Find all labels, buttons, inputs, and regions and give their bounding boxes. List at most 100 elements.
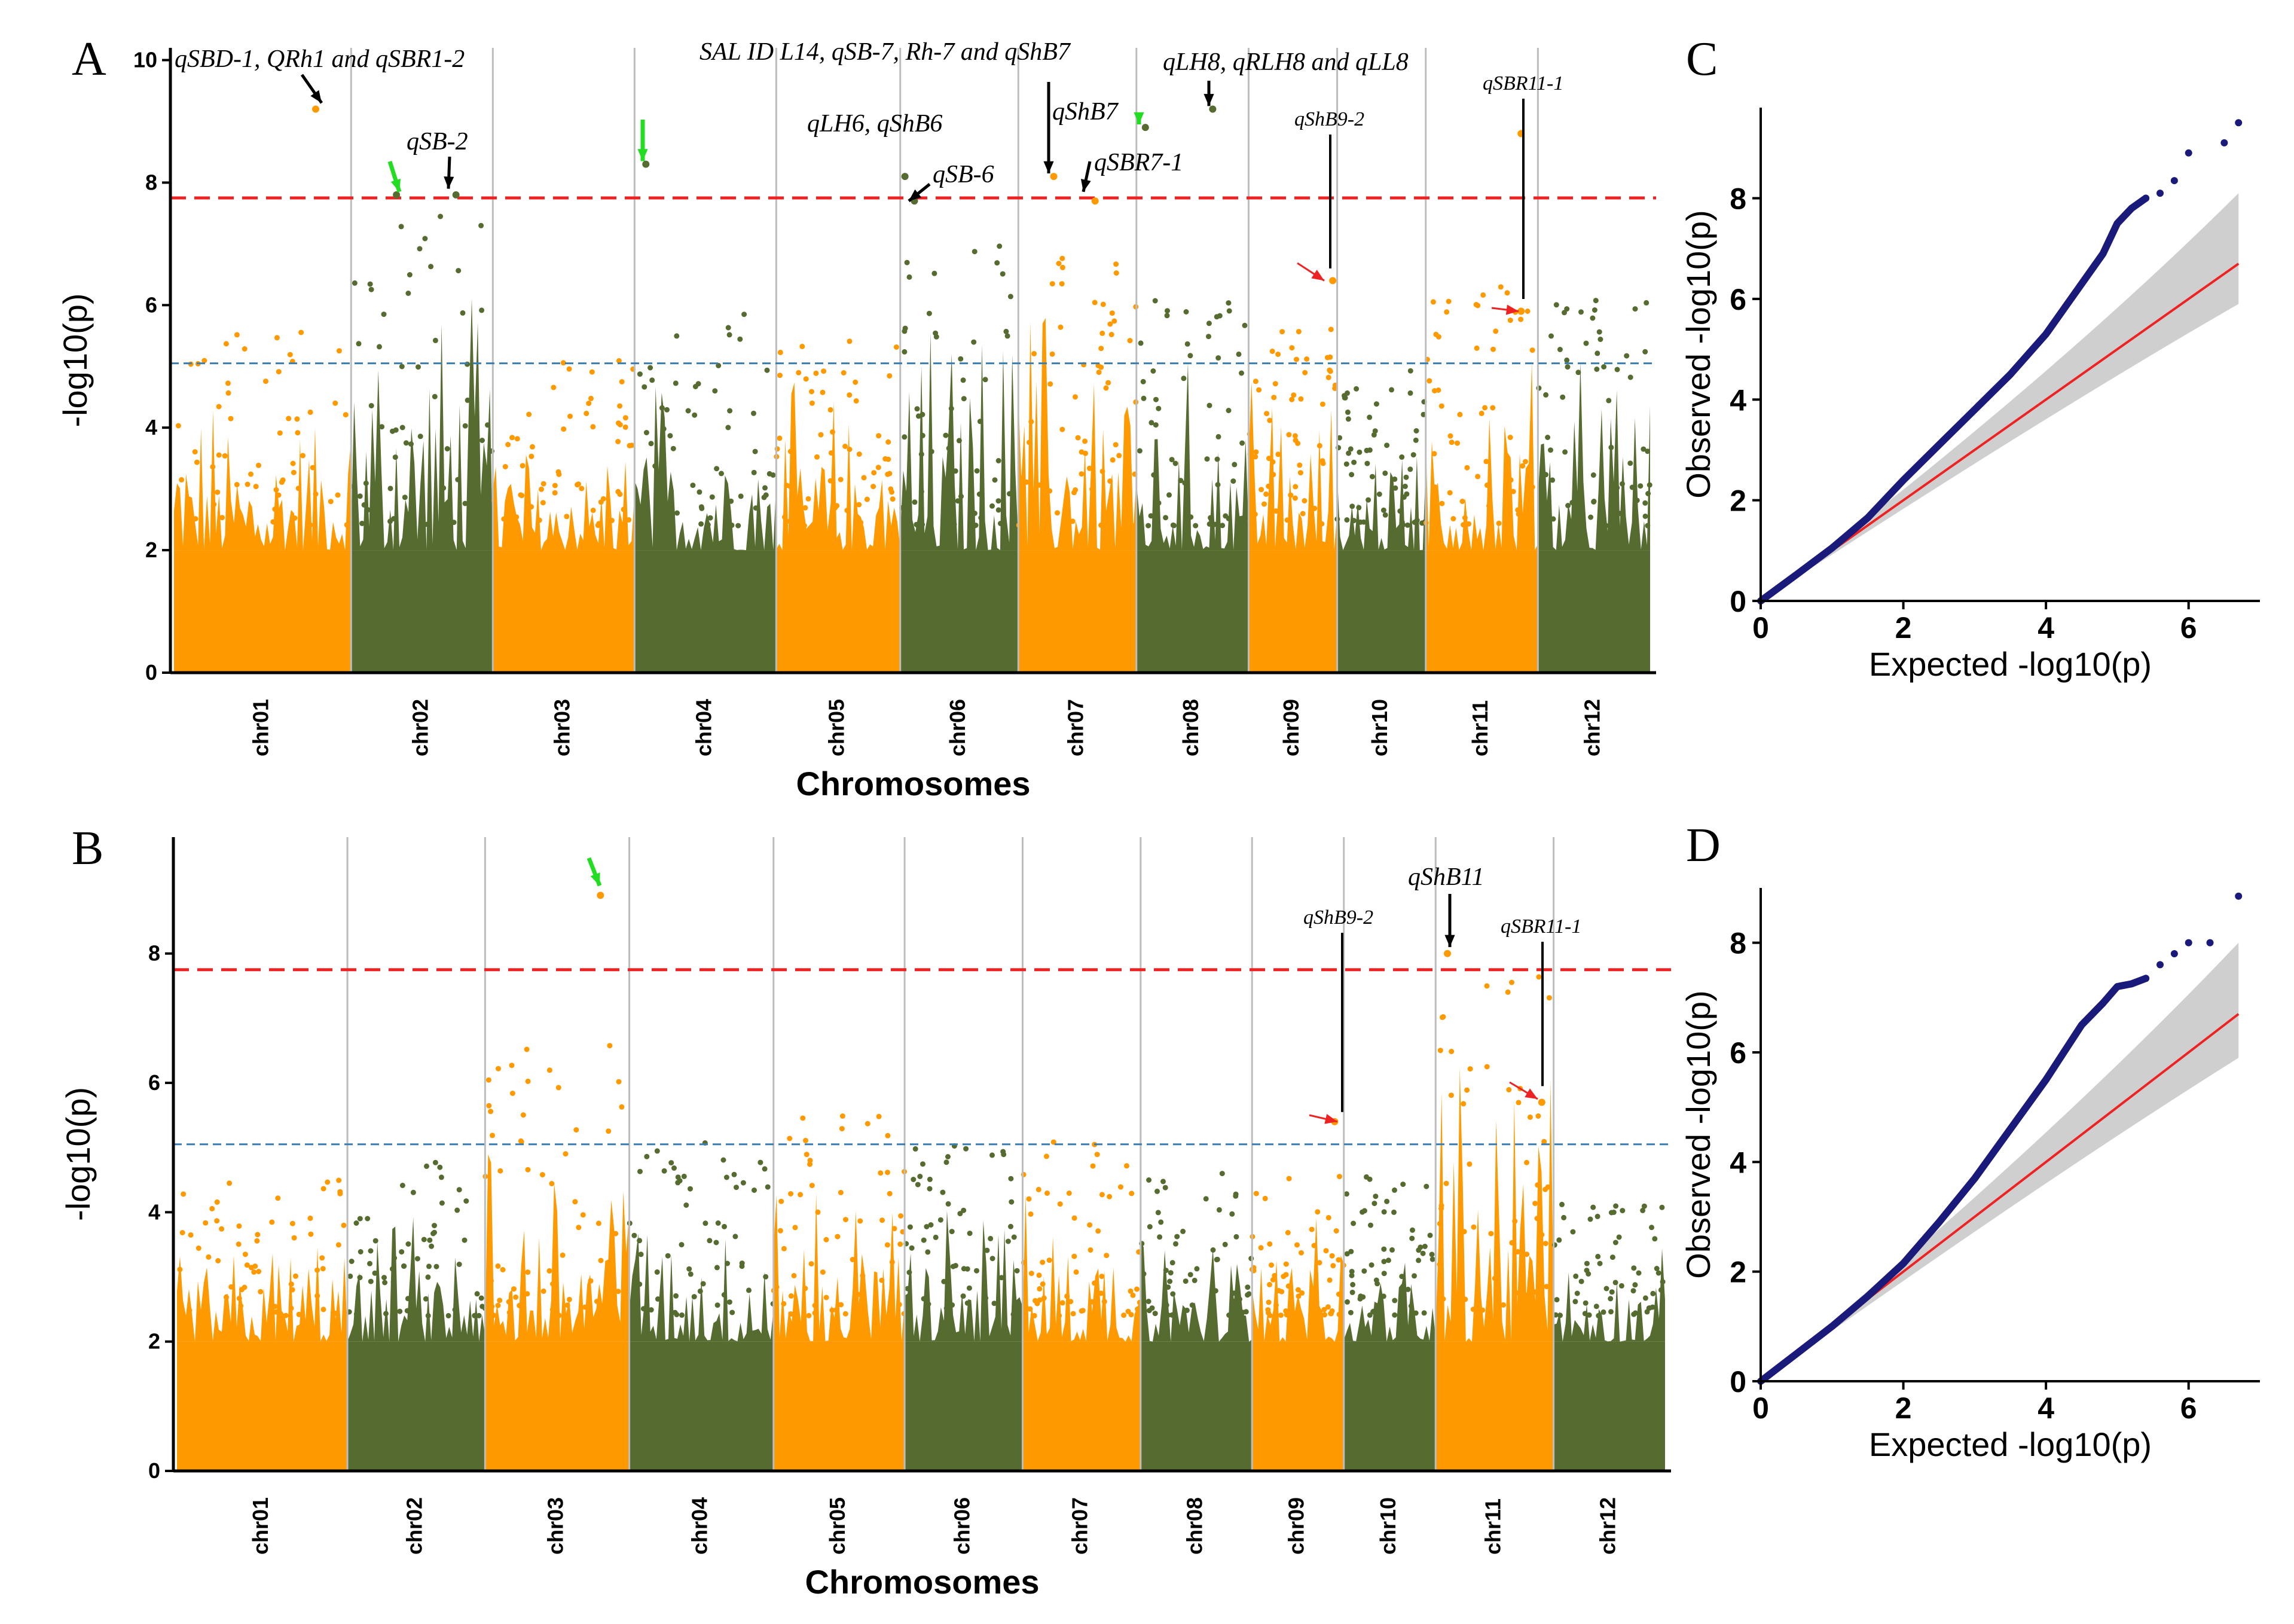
snp-point [256,1269,262,1274]
snp-point [530,444,535,450]
snp-point [1284,517,1290,523]
snp-point [943,1159,949,1165]
chr-label-chr08: chr08 [1178,699,1203,756]
snp-point [802,505,808,511]
snp-point [1278,1312,1284,1318]
snp-point [1391,1209,1397,1215]
snp-point [909,1245,915,1251]
snp-point [1024,479,1030,485]
panel-letter-A: A [72,33,106,86]
snp-point [1253,454,1259,460]
x-tick-label: 6 [2180,611,2197,645]
snp-point [1529,347,1535,353]
snp-point [555,469,561,475]
snp-point [1409,1235,1415,1241]
snp-point [1256,387,1262,393]
snp-point [295,486,301,492]
snp-point [814,454,820,460]
snp-point [403,440,409,446]
snp-point [552,490,558,496]
snp-point [561,426,567,432]
snp-point [1245,1292,1251,1298]
chr-density-profile [1022,1194,1141,1342]
snp-point [1583,1300,1589,1306]
snp-point [1371,432,1377,438]
snp-point [725,425,731,431]
snp-point [1146,523,1151,529]
snp-point [1147,1224,1153,1230]
snp-point [1586,1312,1592,1318]
snp-point [1523,515,1529,521]
snp-point [1329,1308,1335,1314]
snp-point [904,260,910,265]
snp-point [1534,1216,1540,1222]
snp-point [1344,517,1350,523]
chr-base-band [773,1341,905,1471]
snp-point [232,523,238,529]
snp-point [652,463,658,469]
snp-point [175,423,181,429]
snp-point [1187,353,1193,359]
chr-label-chr02: chr02 [408,699,432,756]
snp-point [751,410,756,416]
snp-point [998,521,1003,526]
snp-point [1223,513,1229,519]
snp-point [341,1222,347,1228]
snp-point [1033,1298,1038,1304]
snp-point [372,1270,378,1276]
snp-point [1544,514,1550,520]
snp-point [1275,451,1281,457]
snp-point [1524,1292,1529,1298]
snp-point [1295,1287,1301,1293]
snp-point [509,1091,515,1096]
peak-point [452,191,460,199]
snp-point [828,450,834,456]
snp-point [898,1213,904,1219]
snp-point [1448,1092,1454,1098]
snp-point [444,446,450,451]
snp-point [253,484,259,490]
snp-point [1121,1312,1127,1318]
snp-point [1608,444,1614,450]
snp-point [1505,989,1511,995]
snp-point [1569,500,1575,505]
y-tick-label: 8 [1730,182,1746,216]
snp-point [777,435,783,441]
snp-point [1021,1171,1027,1177]
snp-point [957,1211,963,1217]
snp-point [590,424,596,430]
snp-point [416,364,421,370]
snp-point [634,515,640,521]
snp-point [621,521,627,527]
snp-point [1624,353,1630,359]
snp-point [1107,1193,1113,1199]
snp-point [1590,315,1596,321]
snp-point [1183,309,1189,315]
snp-point [1058,324,1064,330]
snp-point [1245,1284,1251,1290]
snp-point [1654,1266,1660,1271]
snp-point [1049,351,1055,357]
chr-label-chr11: chr11 [1468,700,1492,756]
snp-point [1550,477,1556,483]
snp-point [1146,1299,1151,1304]
y-tick-label: 4 [1730,383,1746,417]
snp-point [525,1078,531,1084]
snp-point [827,478,833,484]
chr-label-chr06: chr06 [949,1497,974,1555]
snp-point [952,468,958,474]
snp-point [1337,435,1343,441]
snp-point [969,519,975,525]
snp-point [1192,1277,1198,1283]
snp-point [616,420,621,426]
snp-point [644,1153,650,1159]
snp-point [462,423,468,429]
snp-point [1399,520,1405,525]
snp-point [1153,396,1159,402]
snp-point [1258,1245,1264,1251]
snp-point [688,1186,693,1192]
snp-point [1294,356,1299,362]
snp-point [1171,523,1177,529]
green-arrow-head [590,872,600,886]
snp-point [485,1077,491,1083]
